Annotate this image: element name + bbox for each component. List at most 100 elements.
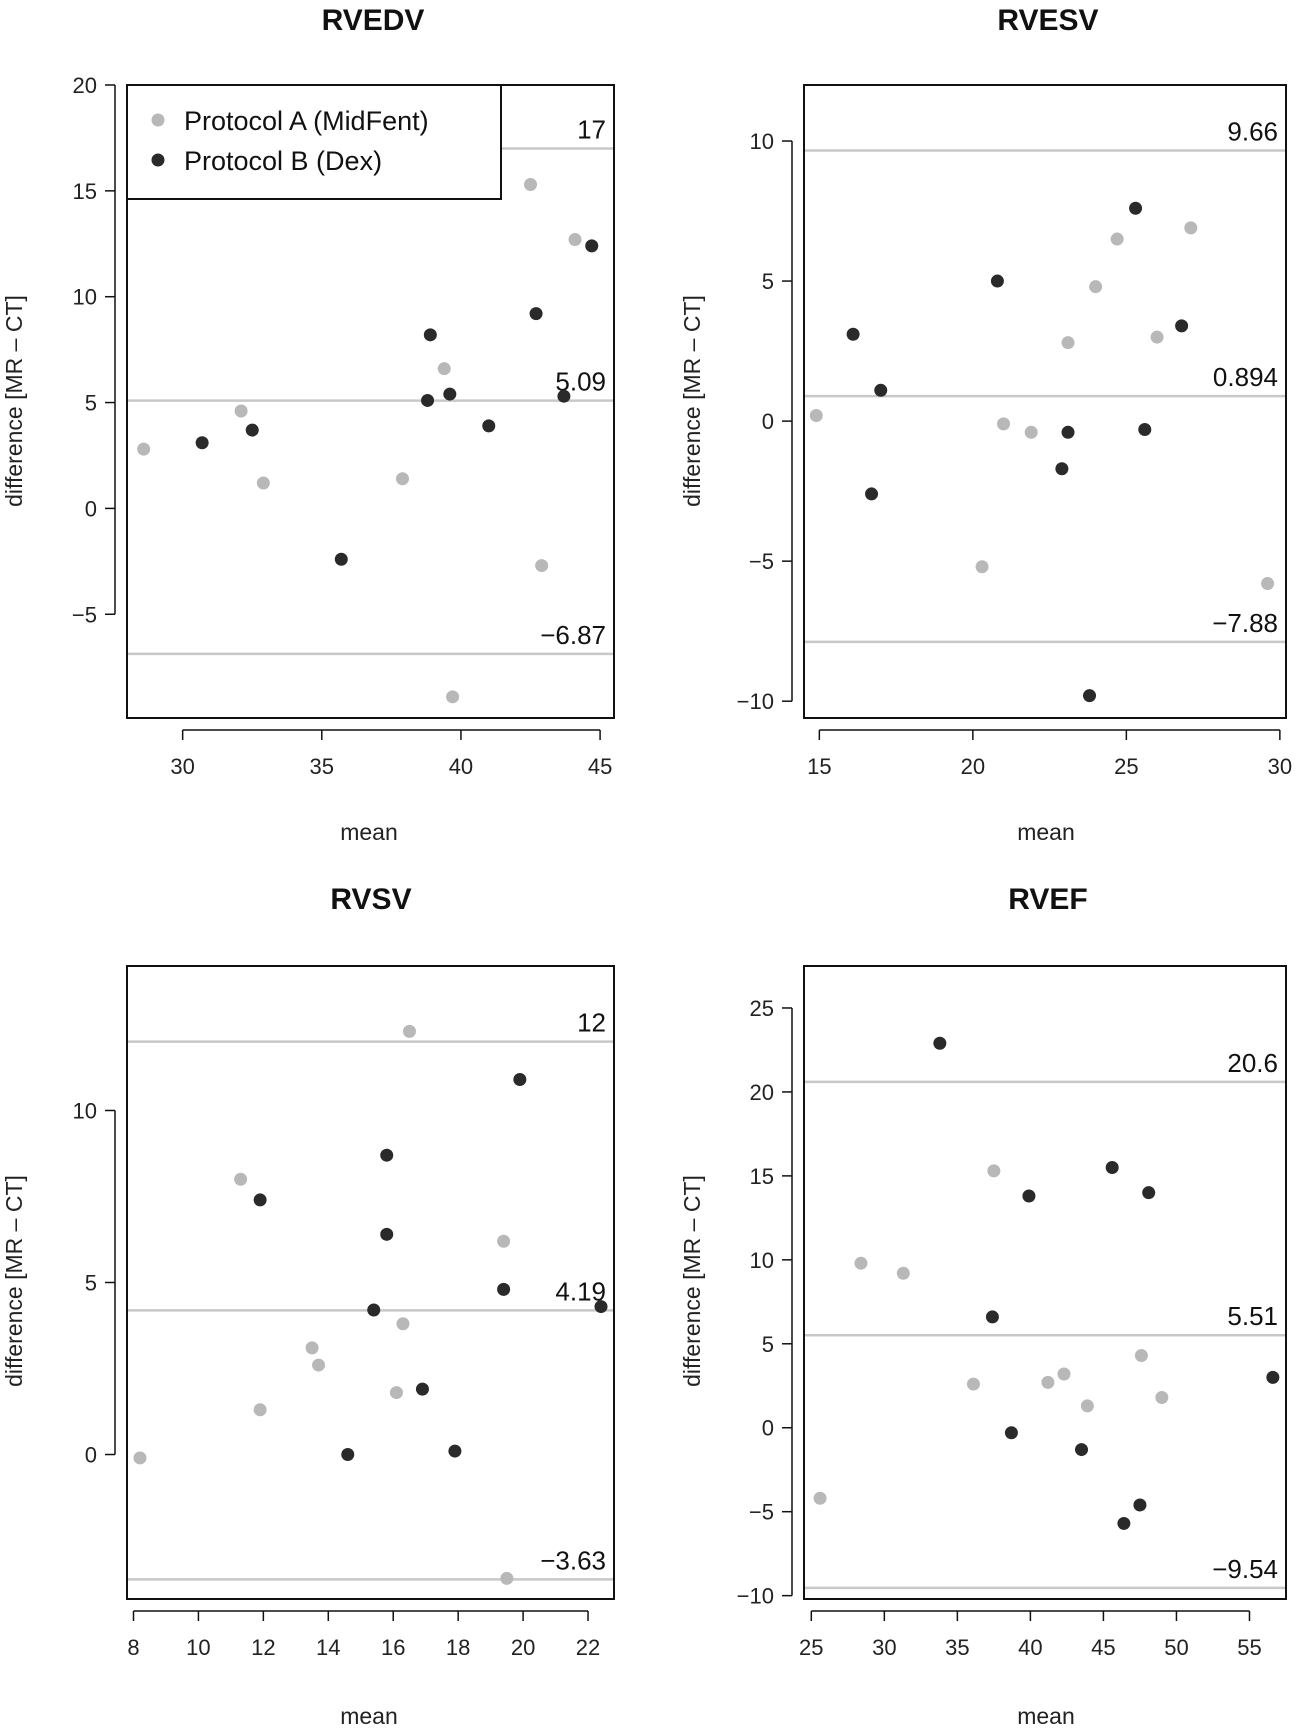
y-tick-label: 0 [85, 1443, 97, 1468]
point-protocol-b [497, 1282, 511, 1296]
point-protocol-b [1055, 462, 1069, 476]
agreement-line-label: 9.66 [1227, 117, 1278, 147]
point-protocol-a [1134, 1349, 1148, 1363]
point-protocol-b [865, 487, 879, 501]
point-protocol-b [990, 274, 1004, 288]
point-protocol-b [367, 1303, 381, 1317]
point-protocol-b [985, 1310, 999, 1324]
point-protocol-a [524, 178, 538, 192]
y-tick-label: 15 [73, 179, 97, 204]
point-protocol-b [1175, 319, 1189, 333]
x-tick-label: 40 [449, 754, 473, 779]
point-protocol-b [415, 1382, 429, 1396]
point-protocol-b [423, 328, 437, 342]
y-tick-label: 15 [750, 1164, 774, 1189]
legend-label-protocol-a: Protocol A (MidFent) [184, 106, 429, 136]
point-protocol-a [854, 1256, 868, 1270]
point-protocol-b [513, 1073, 527, 1087]
plot-frame [803, 84, 1287, 719]
point-protocol-b [1129, 201, 1143, 215]
agreement-line-label: −7.88 [1212, 608, 1278, 638]
point-protocol-b [529, 307, 543, 321]
point-protocol-b [874, 383, 888, 397]
point-protocol-a [1150, 330, 1164, 344]
point-protocol-b [245, 423, 259, 437]
point-protocol-a [1155, 1391, 1169, 1405]
point-protocol-a [1061, 336, 1075, 350]
x-tick-label: 15 [807, 754, 831, 779]
point-protocol-a [1057, 1367, 1071, 1381]
point-protocol-a [437, 362, 451, 376]
legend-marker-protocol-b [151, 153, 165, 167]
point-protocol-a [535, 559, 549, 573]
y-axis-label: difference [MR – CT] [679, 1175, 705, 1387]
x-tick-label: 45 [588, 754, 612, 779]
y-tick-label: −10 [737, 1584, 774, 1609]
x-tick-label: 18 [446, 1635, 470, 1660]
x-tick-label: 8 [127, 1635, 139, 1660]
point-protocol-b [585, 239, 599, 253]
y-tick-label: 10 [750, 1248, 774, 1273]
y-tick-label: 20 [73, 73, 97, 98]
y-axis-label: difference [MR – CT] [1, 1175, 27, 1387]
point-protocol-b [1022, 1189, 1036, 1203]
panel-title: RVEDV [322, 4, 425, 37]
y-axis-label: difference [MR – CT] [679, 295, 705, 507]
y-tick-label: 0 [762, 409, 774, 434]
y-tick-label: 0 [762, 1416, 774, 1441]
x-tick-label: 14 [316, 1635, 340, 1660]
y-axis-label: difference [MR – CT] [1, 295, 27, 507]
legend-label-protocol-b: Protocol B (Dex) [184, 146, 382, 176]
point-protocol-a [234, 1172, 248, 1186]
point-protocol-a [813, 1491, 827, 1505]
x-tick-label: 40 [1018, 1635, 1042, 1660]
y-tick-label: −5 [749, 1500, 774, 1525]
point-protocol-b [1138, 423, 1152, 437]
point-protocol-a [966, 1377, 980, 1391]
plot-frame [126, 965, 615, 1600]
point-protocol-a [396, 1317, 410, 1331]
y-tick-label: 5 [85, 1271, 97, 1296]
point-protocol-b [1083, 689, 1097, 703]
point-protocol-b [448, 1444, 462, 1458]
panel-title: RVSV [330, 883, 411, 916]
agreement-line-label: 17 [577, 115, 606, 145]
point-protocol-a [133, 1451, 147, 1465]
agreement-line-label: 12 [577, 1008, 606, 1038]
point-protocol-a [809, 409, 823, 423]
point-protocol-b [846, 327, 860, 341]
x-axis-label: mean [1017, 1703, 1075, 1728]
point-protocol-a [1184, 221, 1198, 235]
point-protocol-a [253, 1403, 267, 1417]
agreement-line-label: 0.894 [1213, 362, 1278, 392]
panel-title: RVESV [997, 4, 1098, 37]
x-tick-label: 20 [961, 754, 985, 779]
point-protocol-b [482, 419, 496, 433]
point-protocol-a [137, 442, 151, 456]
point-protocol-a [234, 404, 248, 418]
point-protocol-a [1089, 280, 1103, 294]
point-protocol-b [1117, 1516, 1131, 1530]
y-tick-label: −10 [737, 689, 774, 714]
point-protocol-b [1004, 1426, 1018, 1440]
point-protocol-b [594, 1300, 608, 1314]
point-protocol-b [421, 393, 435, 407]
point-protocol-b [380, 1148, 394, 1162]
x-tick-label: 30 [872, 1635, 896, 1660]
point-protocol-b [341, 1448, 355, 1462]
agreement-line-label: −9.54 [1212, 1554, 1278, 1584]
agreement-line-label: −6.87 [540, 620, 606, 650]
point-protocol-a [975, 560, 989, 574]
point-protocol-a [446, 690, 460, 704]
point-protocol-a [396, 472, 410, 486]
x-tick-label: 45 [1091, 1635, 1115, 1660]
x-tick-label: 16 [381, 1635, 405, 1660]
point-protocol-a [500, 1571, 514, 1585]
x-axis-label: mean [340, 1703, 398, 1728]
point-protocol-b [1061, 425, 1075, 439]
point-protocol-b [1075, 1443, 1089, 1457]
x-tick-label: 25 [799, 1635, 823, 1660]
